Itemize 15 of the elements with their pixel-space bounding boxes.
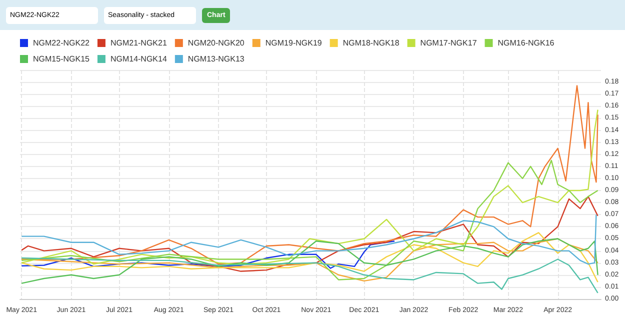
- legend-label: NGM19-NGK19: [265, 38, 322, 48]
- legend-label: NGM16-NGK16: [498, 38, 555, 48]
- legend-label: NGM14-NGK14: [110, 54, 168, 64]
- line-series: [21, 196, 598, 272]
- legend-label: NGM22-NGK22: [33, 38, 90, 48]
- line-series: [21, 240, 396, 269]
- line-series: [21, 214, 597, 265]
- legend-label: NGM20-NGK20: [188, 38, 245, 48]
- line-series: [21, 160, 598, 280]
- legend-label: NGM17-NGK17: [420, 38, 478, 48]
- line-series: [21, 257, 598, 294]
- legend-label: NGM18-NGK18: [342, 38, 400, 48]
- legend-label: NGM15-NGK15: [33, 54, 90, 64]
- legend-label: NGM21-NGK21: [110, 38, 168, 48]
- legend-label: NGM13-NGK13: [188, 54, 245, 64]
